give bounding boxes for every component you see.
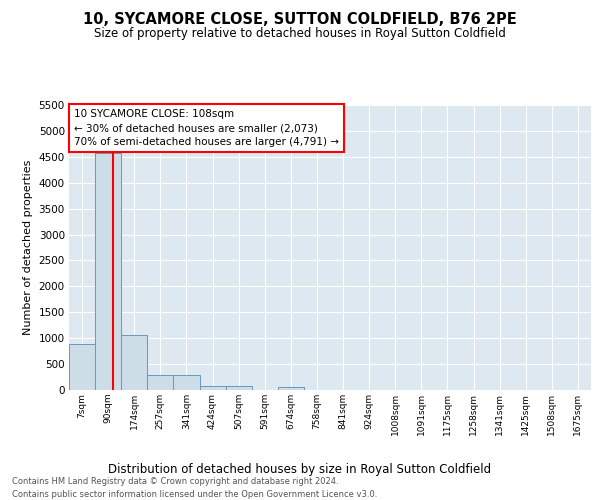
Y-axis label: Number of detached properties: Number of detached properties: [23, 160, 33, 335]
Bar: [278, 387, 304, 390]
Text: 10, SYCAMORE CLOSE, SUTTON COLDFIELD, B76 2PE: 10, SYCAMORE CLOSE, SUTTON COLDFIELD, B7…: [83, 12, 517, 28]
Bar: [148, 375, 173, 390]
Bar: [69, 344, 95, 390]
Text: Contains HM Land Registry data © Crown copyright and database right 2024.: Contains HM Land Registry data © Crown c…: [12, 478, 338, 486]
Bar: [173, 375, 199, 390]
Text: Size of property relative to detached houses in Royal Sutton Coldfield: Size of property relative to detached ho…: [94, 28, 506, 40]
Bar: [226, 386, 252, 390]
Bar: [199, 386, 226, 390]
Text: Distribution of detached houses by size in Royal Sutton Coldfield: Distribution of detached houses by size …: [109, 462, 491, 475]
Bar: [95, 153, 121, 390]
Text: 10 SYCAMORE CLOSE: 108sqm
← 30% of detached houses are smaller (2,073)
70% of se: 10 SYCAMORE CLOSE: 108sqm ← 30% of detac…: [74, 110, 339, 148]
Bar: [121, 335, 148, 390]
Text: Contains public sector information licensed under the Open Government Licence v3: Contains public sector information licen…: [12, 490, 377, 499]
